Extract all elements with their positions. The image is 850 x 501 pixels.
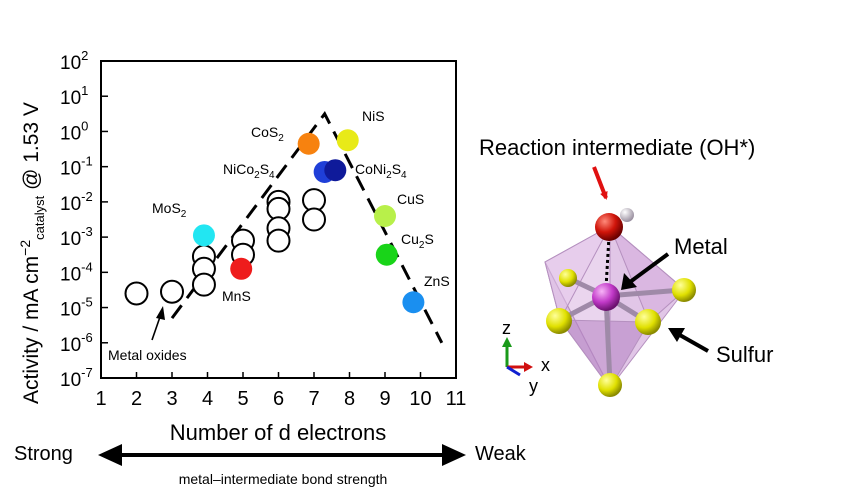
label-nis: NiS — [362, 108, 385, 124]
metal-oxygen-bond — [604, 235, 611, 289]
x-tick-label: 7 — [308, 388, 319, 410]
sulfur-atom — [598, 373, 622, 397]
y-tick-label: 102 — [60, 48, 88, 74]
sulfide-point — [192, 224, 215, 247]
sulfur-atom — [635, 309, 661, 335]
metal-arrow — [628, 252, 670, 284]
sulfide-point — [297, 132, 320, 155]
metal-atom — [592, 283, 620, 311]
label-mos2: MoS2 — [152, 200, 187, 220]
oxide-point — [266, 228, 291, 253]
x-tick-label: 11 — [446, 388, 467, 410]
metal-label: Metal — [674, 234, 728, 259]
volcano-plot: 1 2 3 4 5 6 7 8 9 10 11 10210110010-110-210-310-41… — [60, 48, 466, 410]
y-axis: 102 101 100 10-1 10-2 10-3 10-4 10-5 10-6 10-7 — [60, 48, 108, 391]
x-axis: 1 2 3 4 5 6 7 8 9 10 11 — [95, 372, 466, 410]
x-tick-label: 5 — [237, 388, 248, 410]
arrowhead-right — [442, 444, 466, 466]
y-tick-label: 10-5 — [60, 295, 93, 321]
octahedron-face — [558, 319, 650, 389]
intermediate-label: Reaction intermediate (OH*) — [479, 135, 755, 160]
x-tick-label: 9 — [379, 388, 390, 410]
oxygen-atom — [595, 213, 623, 241]
volcano-trend-line — [170, 111, 444, 344]
x-axis-label: x — [541, 355, 550, 375]
label-nico2s4: NiCo2S4 — [223, 161, 275, 181]
strong-label: Strong — [14, 443, 73, 465]
oxide-point — [124, 281, 149, 306]
sulfide-point — [336, 129, 359, 152]
y-axis-line — [506, 365, 521, 377]
oxide-point — [302, 207, 326, 232]
metal-arrow-head — [621, 273, 637, 290]
sulfide-point — [402, 291, 425, 314]
label-coni2s4: CoNi2S4 — [355, 161, 407, 181]
metal-oxides-arrow-head — [156, 306, 165, 320]
octahedral-structure: Reaction intermediate (OH*) Metal Sulfur — [479, 135, 773, 397]
x-axis-head — [524, 362, 533, 372]
label-cos2: CoS2 — [251, 124, 284, 144]
z-axis-label: z — [502, 318, 511, 338]
y-tick-label: 10-1 — [60, 154, 93, 180]
x-tick-label: 1 — [95, 388, 106, 410]
oxide-point — [191, 272, 216, 297]
x-tick-label: 4 — [202, 388, 213, 410]
sulfur-arrow-head — [668, 328, 685, 342]
bond-strength-scale: Strong Weak metal–intermediate bond stre… — [14, 443, 527, 487]
octahedron-face — [609, 225, 686, 323]
label-cu2s: Cu2S — [401, 231, 434, 251]
y-tick-label: 101 — [60, 83, 88, 109]
y-tick-label: 10-2 — [60, 189, 93, 215]
y-axis-label: y — [529, 376, 538, 396]
label-mns: MnS — [222, 288, 251, 304]
x-tick-label: 8 — [344, 388, 355, 410]
y-tick-label: 10-6 — [60, 330, 93, 356]
x-tick-label: 2 — [131, 388, 142, 410]
x-tick-label: 3 — [166, 388, 177, 410]
y-tick-label: 10-3 — [60, 224, 93, 250]
sulfur-label: Sulfur — [716, 342, 773, 367]
sulfur-atom — [559, 269, 577, 287]
sulfur-atom — [546, 308, 572, 334]
label-cus: CuS — [397, 191, 424, 207]
sulfide-point — [230, 257, 253, 280]
sulfur-arrow — [677, 332, 709, 353]
x-tick-label: 6 — [273, 388, 284, 410]
coordinate-axes: z x y — [502, 318, 550, 396]
bond-strength-caption: metal–intermediate bond strength — [179, 471, 388, 487]
weak-label: Weak — [475, 443, 527, 465]
sulfide-point — [375, 243, 398, 266]
hydrogen-atom — [620, 208, 634, 222]
y-tick-label: 10-7 — [60, 365, 93, 391]
sulfur-atom — [672, 278, 696, 302]
y-tick-label: 100 — [60, 118, 88, 144]
oxide-points — [124, 188, 326, 306]
x-tick-label: 10 — [409, 388, 431, 410]
sulfide-point — [374, 204, 396, 227]
z-axis-head — [502, 337, 512, 347]
sulfide-points — [192, 129, 425, 314]
x-axis-title: Number of d electrons — [170, 420, 386, 445]
label-metal-oxides: Metal oxides — [108, 347, 187, 363]
sulfide-point — [324, 159, 347, 182]
y-axis-title: Activity / mA cm−2catalyst @ 1.53 V — [17, 102, 47, 404]
arrowhead-left — [98, 444, 122, 466]
label-zns: ZnS — [424, 273, 450, 289]
intermediate-arrow — [592, 166, 608, 200]
octahedron-face — [544, 224, 612, 322]
y-tick-label: 10-4 — [60, 259, 93, 285]
oxide-point — [160, 279, 184, 304]
